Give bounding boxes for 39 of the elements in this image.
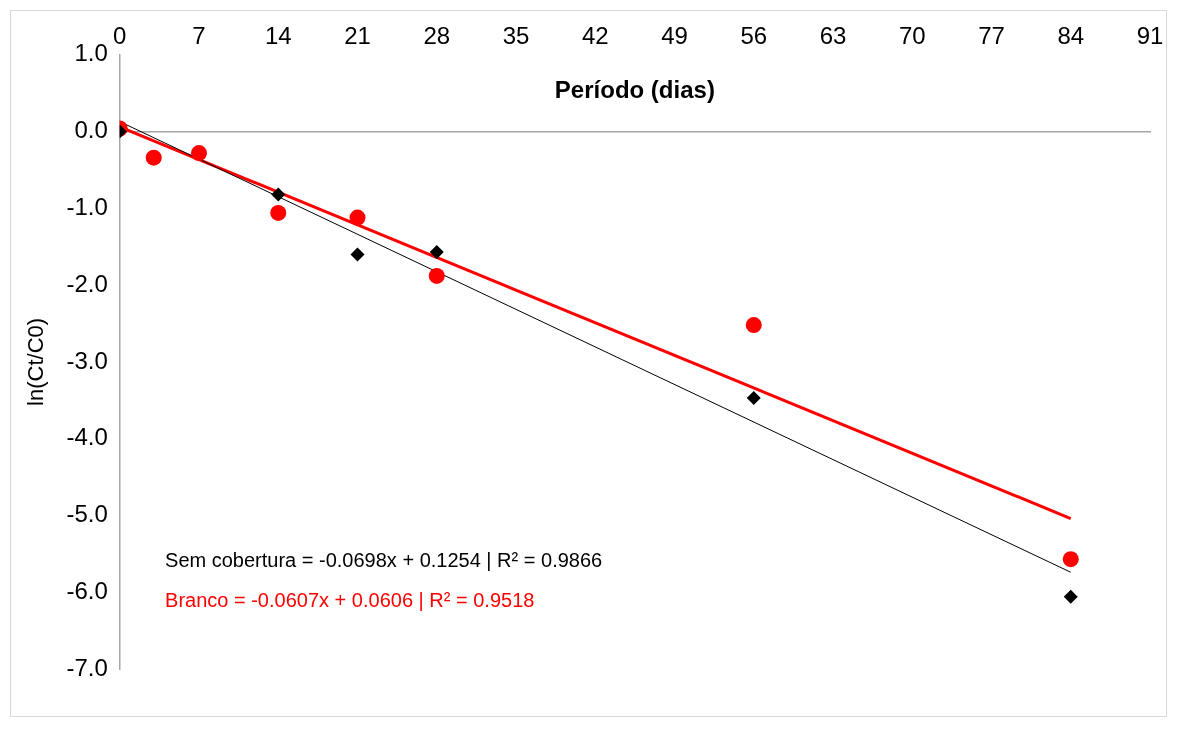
x-tick-label: 91 <box>1136 22 1164 50</box>
point <box>428 267 445 284</box>
point <box>270 204 287 221</box>
y-tick-label: -5.0 <box>66 500 108 528</box>
point <box>271 187 286 202</box>
point <box>1062 551 1079 568</box>
x-tick-label: 28 <box>423 22 451 50</box>
point <box>191 145 208 162</box>
point <box>429 245 444 260</box>
annotation: Sem cobertura = -0.0698x + 0.1254 | R² = 0.9866 <box>165 549 603 572</box>
x-tick-label: 84 <box>1057 22 1085 50</box>
y-tick-label: -1.0 <box>66 192 108 220</box>
x-tick-label: 42 <box>581 22 609 50</box>
x-tick-label: 70 <box>898 22 926 50</box>
x-tick-label: 77 <box>978 22 1005 50</box>
y-tick-label: -3.0 <box>66 346 108 374</box>
x-tick-label: 35 <box>502 22 530 50</box>
y-tick-label: -4.0 <box>66 423 108 451</box>
point <box>746 390 761 405</box>
x-axis-title: Período (dias) <box>554 75 715 103</box>
x-tick-label: 49 <box>661 22 688 50</box>
x-tick-label: 0 <box>113 22 127 50</box>
y-tick-label: -6.0 <box>66 576 108 604</box>
point <box>145 149 162 166</box>
point <box>349 209 366 226</box>
x-tick-label: 7 <box>192 22 206 50</box>
x-tick-label: 21 <box>344 22 371 50</box>
y-axis-title: ln(Ct/C0) <box>23 317 49 406</box>
annotation: Branco = -0.0607x + 0.0606 | R² = 0.9518 <box>165 589 535 612</box>
x-tick-label: 14 <box>264 22 292 50</box>
y-tick-label: -2.0 <box>66 269 108 297</box>
point <box>350 247 365 262</box>
y-tick-label: 0.0 <box>74 116 108 144</box>
y-tick-label: -7.0 <box>66 653 108 681</box>
point <box>745 317 762 334</box>
point <box>1063 589 1078 604</box>
x-tick-label: 63 <box>819 22 847 50</box>
x-tick-label: 56 <box>740 22 768 50</box>
y-tick-label: 1.0 <box>74 39 108 67</box>
